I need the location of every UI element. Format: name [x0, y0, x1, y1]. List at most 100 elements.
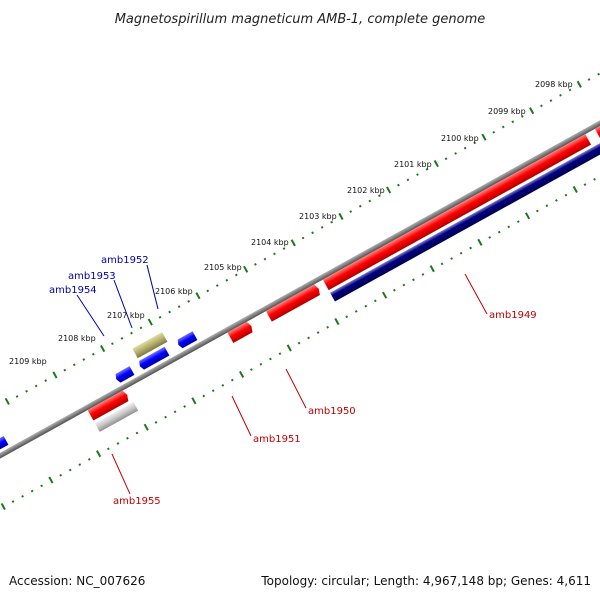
upper-ruler-dot: [568, 88, 572, 92]
gene-amb1951[interactable]: [227, 321, 255, 343]
upper-ruler-dot: [320, 226, 324, 229]
upper-ruler-dot: [416, 173, 419, 176]
upper-ruler-tick: [576, 80, 582, 88]
lower-ruler-dot: [221, 384, 225, 387]
gene-amb1952[interactable]: [176, 331, 198, 349]
tick-label-2105: 2105 kbp: [204, 263, 242, 272]
lower-ruler-tick: [286, 344, 292, 352]
lower-ruler-dot: [545, 204, 549, 208]
label-amb1949: amb1949: [489, 310, 537, 321]
accession-text: Accession: NC_007626: [9, 574, 146, 588]
upper-ruler-dot: [444, 157, 448, 161]
upper-ruler-tick: [100, 344, 106, 353]
tick-label-2100: 2100 kbp: [441, 134, 479, 143]
upper-ruler-dot: [273, 252, 276, 256]
upper-ruler-dot: [254, 263, 257, 266]
lower-ruler-dot: [250, 368, 253, 371]
leader-amb1951: [231, 395, 252, 437]
upper-ruler-dot: [311, 231, 314, 235]
upper-ruler-tick: [386, 186, 392, 194]
lower-ruler-tick: [239, 370, 245, 378]
upper-ruler-dot: [72, 363, 76, 367]
lower-ruler-dot: [469, 246, 472, 250]
upper-ruler-tick: [433, 160, 439, 168]
tick-label-2099: 2099 kbp: [488, 107, 526, 116]
lower-ruler-dot: [173, 410, 177, 414]
lower-ruler-dot: [30, 489, 34, 493]
lower-ruler-tick: [191, 397, 197, 405]
upper-ruler-dot: [358, 204, 362, 208]
upper-ruler-dot: [91, 352, 95, 356]
lower-ruler-dot: [402, 283, 406, 287]
leader-amb1955: [111, 453, 131, 495]
lower-ruler-dot: [536, 209, 539, 213]
upper-ruler-dot: [540, 104, 543, 108]
gene-amb1954[interactable]: [114, 366, 135, 383]
upper-ruler-dot: [139, 326, 143, 330]
lower-ruler-tick: [572, 185, 578, 193]
upper-ruler-dot: [158, 315, 162, 319]
lower-ruler-tick: [477, 238, 483, 246]
lower-ruler-tick: [48, 476, 54, 484]
lower-ruler-dot: [488, 236, 492, 239]
lower-ruler-dot: [459, 251, 463, 255]
tick-label-2103: 2103 kbp: [299, 212, 337, 221]
upper-ruler-dot: [282, 247, 286, 250]
lower-ruler: [0, 177, 596, 511]
upper-ruler-dot: [177, 305, 181, 309]
tick-label-2108: 2108 kbp: [58, 334, 96, 343]
upper-ruler: [4, 72, 600, 405]
gene-amb1953[interactable]: [137, 346, 170, 371]
lower-ruler-dot: [345, 315, 349, 319]
lower-ruler-dot: [354, 310, 358, 313]
upper-ruler-dot: [15, 395, 19, 398]
upper-ruler-dot: [111, 342, 114, 346]
lower-ruler-dot: [202, 394, 206, 398]
tick-label-2106: 2106 kbp: [155, 287, 193, 296]
upper-ruler-dot: [63, 368, 67, 372]
label-amb1953: amb1953: [68, 271, 116, 282]
lower-ruler-tick: [382, 291, 388, 299]
upper-ruler-dot: [425, 167, 429, 171]
upper-ruler-dot: [463, 146, 467, 150]
upper-ruler-dot: [349, 210, 353, 213]
lower-ruler-dot: [412, 278, 415, 282]
lower-ruler-dot: [269, 357, 272, 361]
upper-ruler-dot: [511, 120, 515, 124]
lower-ruler-dot: [126, 436, 129, 440]
tick-label-2101: 2101 kbp: [394, 160, 432, 169]
upper-ruler-dot: [44, 379, 48, 383]
upper-ruler-dot: [587, 78, 591, 81]
lower-ruler-dot: [364, 304, 368, 308]
lower-ruler-dot: [393, 288, 396, 292]
cds-track-amb1949: [330, 118, 600, 302]
gene-amb1949[interactable]: [322, 134, 592, 291]
gene-amb1955-cds: [94, 401, 139, 432]
lower-ruler-dot: [297, 341, 301, 345]
upper-ruler-dot: [473, 141, 477, 145]
lower-ruler-dot: [78, 463, 82, 467]
upper-ruler-dot: [82, 358, 86, 361]
leader-amb1949: [464, 273, 488, 315]
gene-amb1950[interactable]: [265, 284, 322, 322]
upper-ruler-tick: [529, 107, 535, 115]
upper-ruler-dot: [597, 72, 600, 76]
lower-ruler-dot: [307, 336, 310, 340]
tick-label-2109: 2109 kbp: [9, 357, 47, 366]
lower-ruler-tick: [143, 423, 149, 431]
lower-ruler-dot: [583, 183, 587, 186]
lower-ruler-dot: [507, 225, 511, 229]
tick-label-2098: 2098 kbp: [535, 80, 573, 89]
lower-ruler-dot: [555, 199, 558, 202]
upper-ruler-dot: [406, 178, 410, 182]
map-title: Magnetospirillum magneticum AMB-1, compl…: [115, 12, 486, 27]
summary-text: Topology: circular; Length: 4,967,148 bp…: [261, 574, 591, 588]
upper-ruler-dot: [168, 310, 171, 314]
upper-ruler-tick: [290, 239, 296, 247]
gene-amb1955[interactable]: [87, 390, 131, 421]
label-amb1950: amb1950: [308, 406, 356, 417]
upper-ruler-dot: [377, 194, 381, 198]
tick-label-2104: 2104 kbp: [251, 238, 289, 247]
upper-ruler-tick: [52, 371, 58, 379]
